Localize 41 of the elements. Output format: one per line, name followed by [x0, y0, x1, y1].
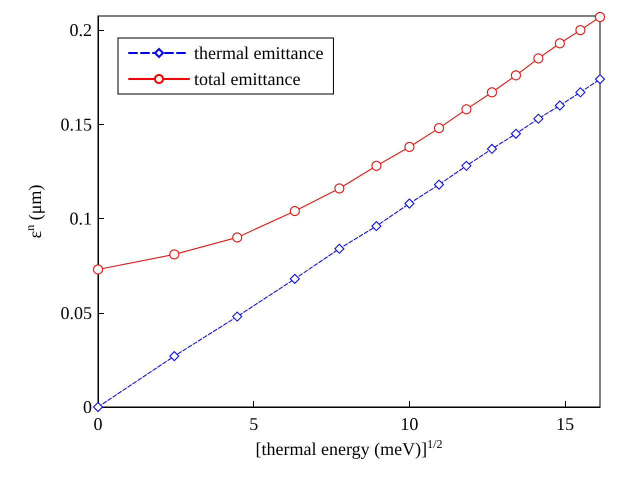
- y-tick-label: 0.05: [60, 302, 92, 323]
- y-tick-label: 0: [83, 397, 92, 417]
- x-tick-label: 5: [249, 414, 258, 434]
- point: [533, 53, 544, 64]
- legend-label: thermal emittance: [194, 43, 324, 63]
- point: [290, 274, 300, 284]
- point: [486, 87, 497, 98]
- legend-label: total emittance: [194, 69, 300, 89]
- point: [434, 123, 444, 134]
- point: [169, 351, 180, 362]
- point: [334, 183, 344, 194]
- point: [169, 249, 180, 260]
- point: [371, 160, 382, 171]
- point: [232, 232, 242, 242]
- point: [461, 160, 472, 171]
- point: [334, 244, 344, 254]
- point: [404, 198, 414, 208]
- y-tick-label: 0.2: [70, 20, 92, 40]
- point: [510, 128, 521, 139]
- point: [533, 114, 544, 124]
- point: [93, 402, 103, 412]
- y-axis-title: εn (μm): [23, 184, 45, 238]
- point: [575, 87, 586, 98]
- point: [434, 180, 444, 190]
- point: [404, 142, 414, 152]
- point: [93, 264, 103, 274]
- point: [371, 221, 382, 232]
- point: [595, 74, 605, 84]
- point: [232, 312, 242, 322]
- point: [595, 12, 605, 22]
- point: [290, 206, 300, 216]
- point: [554, 100, 565, 111]
- point: [486, 144, 497, 154]
- point: [510, 70, 521, 80]
- point: [461, 104, 472, 114]
- y-tick-label: 0.15: [60, 114, 92, 134]
- x-tick-label: 15: [556, 414, 574, 434]
- y-tick-label: 0.1: [70, 208, 92, 229]
- x-tick-label: 10: [400, 414, 418, 434]
- point: [554, 38, 565, 48]
- point: [575, 25, 586, 36]
